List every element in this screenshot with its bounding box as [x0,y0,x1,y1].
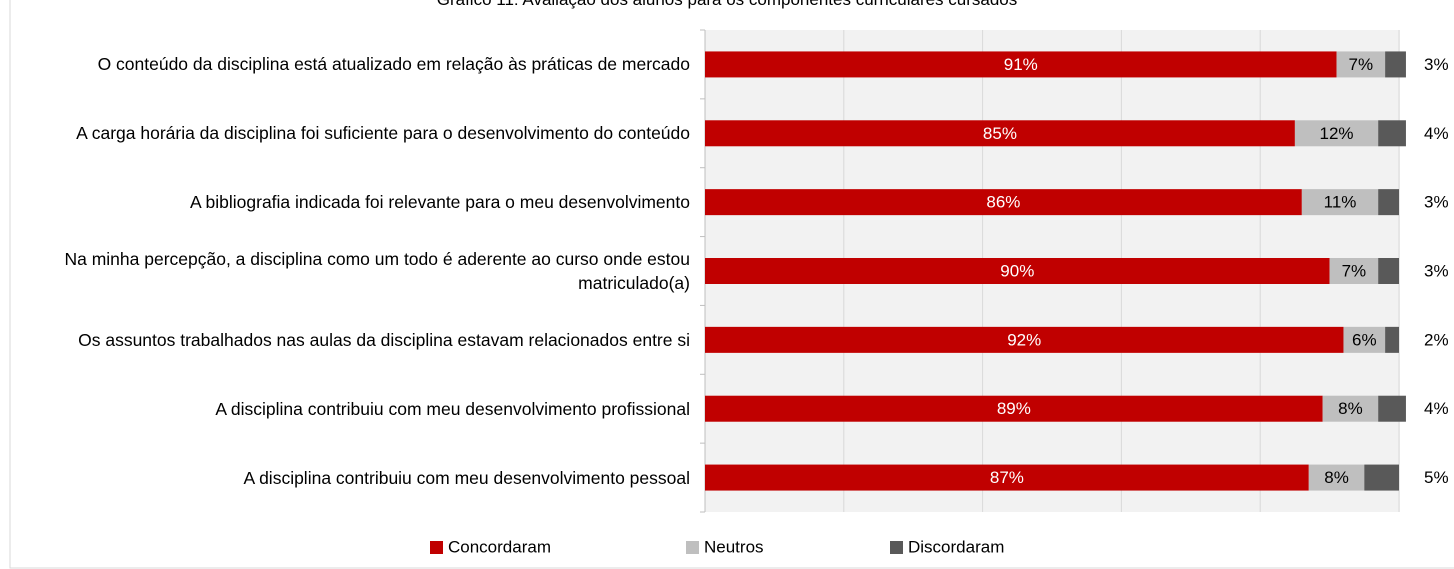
bar-segment [1378,258,1399,284]
data-label: 12% [1320,124,1354,143]
data-label: 91% [1004,55,1038,74]
data-label: 85% [983,124,1017,143]
legend-label: Discordaram [908,537,1004,556]
category-label: Os assuntos trabalhados nas aulas da dis… [78,329,690,350]
data-label: 6% [1352,330,1377,349]
chart-frame [9,0,1454,569]
data-label: 90% [1000,261,1034,280]
bar-segment [705,120,1295,147]
category-label: A bibliografia indicada foi relevante pa… [189,192,690,213]
data-label: 4% [1424,399,1449,418]
bar-segment [1336,51,1386,78]
chart-title: Gráfico 11: Avaliação dos alunos para os… [0,0,1454,10]
bar-segment [1385,326,1399,353]
category-label: A disciplina contribuiu com meu desenvol… [243,467,691,488]
data-label: 11% [1324,193,1357,212]
data-label: 3% [1424,193,1449,212]
legend-label: Concordaram [448,537,551,556]
data-label: 8% [1324,468,1349,487]
legend-swatch [430,541,443,554]
legend-label: Neutros [704,537,764,556]
data-label: 4% [1424,124,1449,143]
bar-segment [1385,51,1406,78]
bar-segment [1329,258,1379,284]
bar-segment [1378,395,1406,422]
data-label: 3% [1424,261,1449,280]
bar-segment [1378,120,1406,147]
bar-segment [705,189,1302,216]
legend-swatch [686,541,699,554]
legend-swatch [890,541,903,554]
bar-segment [1364,464,1399,491]
bar-segment [705,51,1337,78]
data-label: 3% [1424,55,1449,74]
data-label: 89% [997,399,1031,418]
category-label: Na minha percepção, a disciplina como um… [64,249,690,293]
data-label: 2% [1424,330,1449,349]
data-label: 92% [1007,330,1041,349]
bar-segment [1343,326,1386,353]
bar-segment [705,395,1323,422]
data-label: 87% [990,468,1024,487]
data-label: 7% [1349,55,1374,74]
category-label: A disciplina contribuiu com meu desenvol… [215,398,690,419]
bar-segment [1294,120,1379,147]
bar-segment [1322,395,1379,422]
category-label: A carga horária da disciplina foi sufici… [76,123,690,144]
data-label: 86% [986,193,1020,212]
category-label: O conteúdo da disciplina está atualizado… [97,54,690,75]
bar-segment [705,326,1344,353]
bar-segment [1378,189,1399,216]
bar-segment [705,464,1309,491]
bar-segment [705,258,1330,284]
data-label: 5% [1424,468,1449,487]
bar-segment [1308,464,1365,491]
data-label: 7% [1342,261,1367,280]
bar-segment [1301,189,1379,216]
data-label: 8% [1338,399,1363,418]
